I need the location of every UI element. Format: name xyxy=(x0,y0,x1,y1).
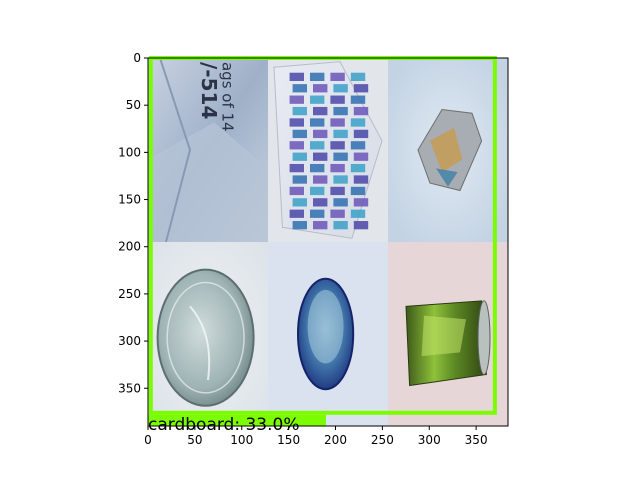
detection-label: cardboard: 33.0% xyxy=(148,415,299,435)
x-tick-label: 300 xyxy=(418,433,441,447)
x-tick-label: 200 xyxy=(324,433,347,447)
y-tick-label: 200 xyxy=(118,240,141,254)
y-tick-label: 300 xyxy=(118,334,141,348)
newspaper-tile xyxy=(268,58,388,242)
x-tick-label: 0 xyxy=(144,433,152,447)
y-tick-label: 50 xyxy=(126,98,141,112)
box-print-text: ags of 14 xyxy=(218,62,236,132)
box-print-number: /-514 xyxy=(197,62,221,119)
y-tick-label: 100 xyxy=(118,145,141,159)
green-can-tile xyxy=(388,242,508,426)
y-tick-label: 0 xyxy=(133,51,141,65)
glass-lid-tile xyxy=(148,242,268,426)
crumpled-foil-tile xyxy=(388,58,508,242)
x-tick-label: 50 xyxy=(187,433,202,447)
x-tick-label: 150 xyxy=(277,433,300,447)
y-tick-label: 150 xyxy=(118,193,141,207)
x-tick-label: 350 xyxy=(465,433,488,447)
x-tick-label: 250 xyxy=(371,433,394,447)
y-tick-label: 250 xyxy=(118,287,141,301)
detection-label-bg xyxy=(148,414,326,426)
axes-frame xyxy=(147,57,509,427)
blue-can-lid-tile xyxy=(268,242,388,426)
axes: 0 50 100 150 200 250 300 350 0 50 100 150 200 250 300 3… xyxy=(118,51,509,447)
cardboard-box-tile: ags of 14/-514 xyxy=(148,58,268,243)
y-tick-label: 350 xyxy=(118,381,141,395)
image-grid: ags of 14/-514 xyxy=(148,58,508,426)
x-tick-label: 100 xyxy=(230,433,253,447)
